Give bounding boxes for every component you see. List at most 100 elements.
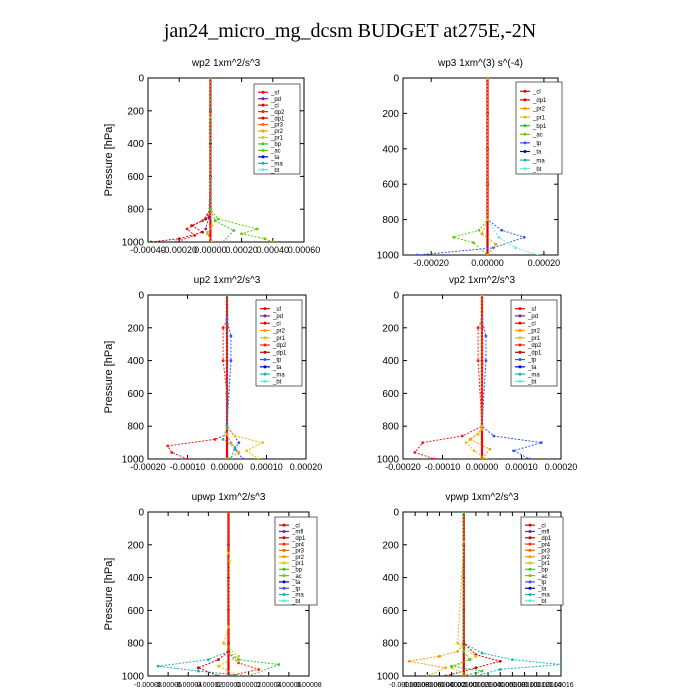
data-point — [221, 359, 225, 362]
data-point — [227, 651, 230, 655]
legend-label: _pr3 — [270, 123, 284, 129]
legend-box — [510, 299, 558, 387]
legend-marker — [263, 350, 267, 354]
data-point — [486, 253, 489, 255]
data-point — [227, 551, 230, 555]
data-point — [149, 240, 153, 242]
data-point — [232, 229, 236, 232]
legend-marker — [282, 548, 286, 552]
legend-label: _sf — [272, 307, 281, 313]
data-point — [456, 641, 460, 645]
data-point — [500, 228, 504, 232]
data-point — [468, 658, 472, 661]
x-tick-label: -0.00006 — [413, 682, 441, 689]
y-tick-label: 600 — [127, 389, 144, 400]
legend-label: _ta — [270, 155, 280, 161]
x-tick-label: 0.00000 — [466, 462, 499, 472]
series-line-tp — [417, 78, 526, 255]
data-point — [217, 674, 220, 676]
x-tick-label: 0.00004 — [256, 682, 281, 689]
data-point — [205, 232, 209, 236]
data-point — [497, 235, 501, 239]
data-point — [229, 334, 233, 338]
legend-marker — [528, 567, 532, 571]
data-point — [255, 227, 259, 231]
x-tick-label: -0.00020 — [413, 258, 449, 268]
legend-label: _bp — [537, 568, 549, 574]
series-line-ac — [451, 78, 488, 255]
legend-label: _cl — [537, 523, 546, 529]
legend-marker — [263, 314, 267, 318]
x-tick-label: 0.00060 — [288, 245, 321, 255]
legend-marker — [261, 110, 265, 114]
data-point — [237, 441, 241, 444]
series-line-pr2 — [409, 512, 465, 676]
series-line-dp1 — [445, 512, 503, 676]
legend-label: _ac — [537, 574, 548, 580]
y-tick-label: 1000 — [122, 455, 145, 466]
legend-marker — [282, 593, 286, 597]
x-tick-label: -0.00006 — [154, 682, 182, 689]
data-point — [233, 434, 237, 438]
legend-label: _pr2 — [272, 329, 286, 335]
y-tick-label: 0 — [138, 291, 144, 302]
y-tick-label: 1000 — [122, 672, 145, 683]
y-tick-label: 600 — [127, 172, 144, 183]
x-tick-label: 0.00000 — [451, 682, 476, 689]
x-tick-label: -0.00020 — [161, 245, 197, 255]
data-point — [177, 237, 181, 241]
legend-label: _bt — [527, 380, 537, 386]
data-point — [166, 444, 170, 448]
data-point — [415, 253, 419, 255]
data-point — [468, 437, 472, 441]
data-point — [488, 447, 492, 451]
series-line-pr2 — [481, 78, 497, 255]
legend-marker — [282, 536, 286, 540]
legend-label: _ac — [270, 149, 281, 155]
legend-marker — [528, 523, 532, 527]
data-point — [225, 433, 229, 436]
legend-label: _pr4 — [291, 542, 305, 548]
data-point — [480, 669, 484, 673]
legend-label: _cl — [270, 103, 279, 109]
x-tick-label: -0.00010 — [170, 462, 206, 472]
data-point — [201, 230, 205, 234]
data-point — [174, 240, 178, 242]
data-point — [462, 576, 466, 579]
data-point — [484, 334, 488, 338]
legend-marker — [282, 586, 286, 590]
series-line-bp — [209, 78, 235, 242]
legend-label: _ma — [532, 158, 545, 164]
legend-label: _pd — [270, 97, 281, 103]
x-tick-label: 0.00020 — [225, 245, 258, 255]
data-point — [425, 674, 429, 676]
data-point — [464, 441, 468, 444]
y-axis-label: Pressure [hPa] — [103, 124, 115, 197]
legend-label: _ta — [272, 365, 282, 371]
legend-label: _mfl — [291, 530, 303, 536]
y-tick-label: 200 — [382, 109, 399, 120]
data-point — [204, 217, 208, 221]
x-tick-label: 0.00008 — [296, 682, 321, 689]
legend-marker — [523, 89, 527, 93]
series-line-ma — [158, 512, 249, 676]
legend-marker — [263, 358, 267, 362]
legend-label: _pr2 — [291, 555, 305, 561]
legend-marker — [261, 116, 265, 120]
data-point — [170, 451, 174, 454]
series-line-tp — [226, 295, 244, 459]
data-point — [204, 227, 208, 231]
series-line-tp — [481, 295, 542, 459]
data-point — [193, 234, 197, 237]
legend-marker — [528, 536, 532, 540]
x-tick-label: 0.00040 — [257, 245, 290, 255]
legend-label: _ta — [537, 586, 547, 592]
legend-marker — [263, 328, 267, 332]
legend-marker — [523, 150, 527, 153]
data-point — [271, 240, 275, 242]
series-line-bp — [228, 512, 279, 676]
series-line-dp1 — [196, 512, 229, 676]
y-tick-label: 0 — [393, 291, 399, 302]
legend-marker — [263, 379, 267, 383]
